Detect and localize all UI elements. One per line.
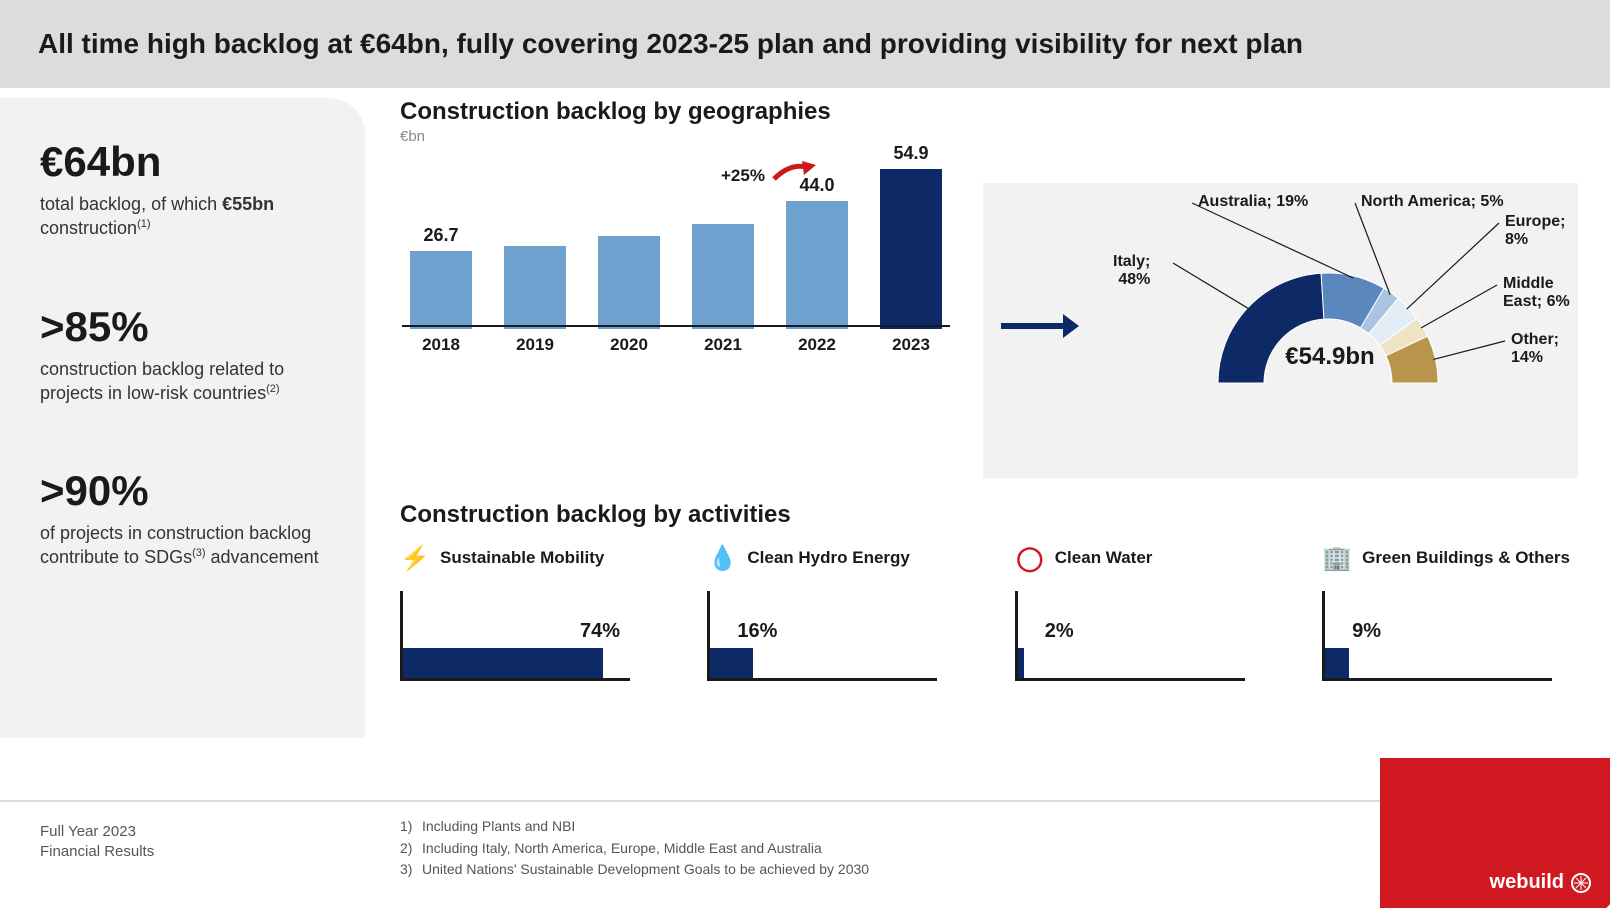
brand-icon (1570, 872, 1592, 894)
activity-icon: ◯ (1015, 543, 1045, 573)
activity-bar (710, 648, 753, 678)
bar-col: 44.0 2022 (782, 175, 852, 355)
activity-chart: 9% (1322, 591, 1570, 681)
kpi-panel: €64bn total backlog, of which €55bn cons… (0, 98, 365, 738)
activity-col: 🏢 Green Buildings & Others 9% (1322, 543, 1570, 681)
axis-h (707, 678, 937, 681)
activity-bar (403, 648, 603, 678)
activity-icon: 🏢 (1322, 543, 1352, 573)
page-title: All time high backlog at €64bn, fully co… (38, 28, 1303, 60)
footer-line2: Financial Results (40, 842, 154, 862)
activity-col: ◯ Clean Water 2% (1015, 543, 1262, 681)
activity-chart: 16% (707, 591, 954, 681)
activity-col: 💧 Clean Hydro Energy 16% (707, 543, 954, 681)
bar-year-label: 2018 (422, 335, 460, 355)
activity-bar (1325, 648, 1349, 678)
footer: Full Year 2023 Financial Results 1)Inclu… (0, 800, 1610, 908)
bar (692, 224, 754, 329)
donut-label: North America; 5% (1361, 193, 1504, 211)
leader-line (1421, 285, 1497, 328)
axis-h (1015, 678, 1245, 681)
bar (598, 236, 660, 329)
bar (880, 169, 942, 329)
donut-panel: €54.9bn Italy;48% Australia; 19% North Ame… (983, 183, 1578, 478)
activity-value: 9% (1352, 620, 1381, 643)
bar-col: 2021 (688, 198, 758, 355)
kpi-value: >90% (40, 467, 337, 515)
donut-label: Other;14% (1511, 331, 1559, 368)
activity-icon: ⚡ (400, 543, 430, 573)
bar-year-label: 2021 (704, 335, 742, 355)
bar-axis (402, 325, 950, 327)
activity-icon: 💧 (707, 543, 737, 573)
kpi-block: €64bn total backlog, of which €55bn cons… (40, 138, 337, 241)
donut-label: Europe;8% (1505, 213, 1565, 250)
footnote: 1)Including Plants and NBI (400, 816, 869, 838)
activity-value: 16% (737, 620, 777, 643)
donut-center-label: €54.9bn (1245, 343, 1415, 371)
activity-name: Green Buildings & Others (1362, 548, 1570, 568)
growth-value: +25% (721, 166, 765, 185)
activity-header: ◯ Clean Water (1015, 543, 1262, 573)
axis-h (1322, 678, 1552, 681)
kpi-block: >90% of projects in construction backlog… (40, 467, 337, 570)
activity-header: 💧 Clean Hydro Energy (707, 543, 954, 573)
kpi-desc: total backlog, of which €55bn constructi… (40, 192, 337, 241)
activity-name: Clean Hydro Energy (747, 548, 910, 568)
bar-year-label: 2020 (610, 335, 648, 355)
leader-line (1407, 223, 1499, 309)
link-arrow-icon (1001, 323, 1065, 329)
bar-col: 54.9 2023 (876, 143, 946, 355)
leader-line (1173, 263, 1249, 309)
bar-col: 2020 (594, 210, 664, 355)
footer-left: Full Year 2023 Financial Results (40, 822, 154, 863)
activity-col: ⚡ Sustainable Mobility 74% (400, 543, 647, 681)
activity-value: 2% (1045, 620, 1074, 643)
activity-name: Sustainable Mobility (440, 548, 604, 568)
act-title: Construction backlog by activities (400, 501, 1570, 529)
kpi-block: >85% construction backlog related to pro… (40, 303, 337, 406)
activity-bar (1018, 648, 1024, 678)
activity-chart: 74% (400, 591, 647, 681)
bar-value-label: 54.9 (893, 143, 928, 165)
activity-header: ⚡ Sustainable Mobility (400, 543, 647, 573)
activity-name: Clean Water (1055, 548, 1153, 568)
bar-year-label: 2019 (516, 335, 554, 355)
content: €64bn total backlog, of which €55bn cons… (0, 88, 1610, 808)
kpi-desc: of projects in construction backlog cont… (40, 521, 337, 570)
bar (504, 246, 566, 329)
leader-line (1192, 203, 1353, 278)
bar-year-label: 2023 (892, 335, 930, 355)
geo-unit: €bn (400, 128, 1570, 145)
activities-row: ⚡ Sustainable Mobility 74% 💧 Clean Hydro… (400, 543, 1570, 681)
footnotes: 1)Including Plants and NBI2)Including It… (400, 816, 869, 881)
bar (410, 251, 472, 329)
leader-line (1433, 341, 1505, 359)
footnote: 3)United Nations' Sustainable Developmen… (400, 859, 869, 881)
kpi-value: €64bn (40, 138, 337, 186)
activity-header: 🏢 Green Buildings & Others (1322, 543, 1570, 573)
donut-label: MiddleEast; 6% (1503, 275, 1570, 312)
growth-label: +25% (721, 159, 818, 186)
footer-line1: Full Year 2023 (40, 822, 154, 842)
bar-col: 26.7 2018 (406, 225, 476, 355)
kpi-value: >85% (40, 303, 337, 351)
brand-logo: webuild (1490, 871, 1592, 894)
activity-value: 74% (580, 620, 620, 643)
bar-year-label: 2022 (798, 335, 836, 355)
title-bar: All time high backlog at €64bn, fully co… (0, 0, 1610, 88)
donut-label: Australia; 19% (1198, 193, 1308, 211)
footnote: 2)Including Italy, North America, Europe… (400, 838, 869, 860)
activity-chart: 2% (1015, 591, 1262, 681)
bar-col: 2019 (500, 220, 570, 355)
bar-value-label: 26.7 (423, 225, 458, 247)
growth-arrow-icon (770, 159, 818, 185)
right-area: Construction backlog by geographies €bn … (400, 98, 1570, 681)
axis-h (400, 678, 630, 681)
bar (786, 201, 848, 329)
geo-title: Construction backlog by geographies (400, 98, 1570, 126)
kpi-desc: construction backlog related to projects… (40, 357, 337, 406)
donut-label: Italy;48% (1113, 253, 1150, 290)
brand-wedge: webuild (1380, 758, 1610, 908)
